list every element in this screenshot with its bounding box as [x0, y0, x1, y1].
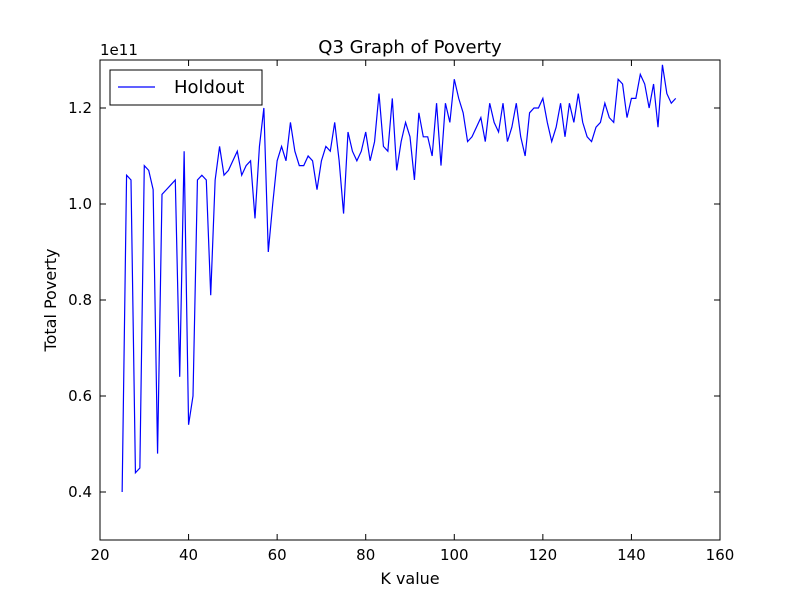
y-tick-label: 0.8: [68, 291, 92, 309]
y-axis: 0.4 0.6 0.8 1.0 1.2: [68, 99, 720, 501]
plot-area: [99, 59, 721, 541]
y-tick-label: 1.0: [68, 195, 92, 213]
x-axis: 20 40 60 80 100 120 140 160: [90, 60, 734, 564]
plot-background: [100, 60, 720, 540]
y-tick-label: 1.2: [68, 99, 92, 117]
x-axis-label: K value: [380, 569, 439, 588]
x-tick-label: 140: [617, 546, 646, 564]
x-tick-label: 20: [90, 546, 109, 564]
x-tick-label: 40: [179, 546, 198, 564]
series-line-holdout: [121, 64, 677, 493]
x-tick-label: 120: [529, 546, 558, 564]
y-tick-label: 0.4: [68, 483, 92, 501]
legend-entry: Holdout: [174, 77, 244, 98]
y-axis-label: Total Poverty: [41, 249, 60, 353]
x-tick-label: 80: [356, 546, 375, 564]
x-tick-label: 100: [440, 546, 469, 564]
y-tick-label: 0.6: [68, 387, 92, 405]
chart-title: Q3 Graph of Poverty: [318, 37, 502, 58]
x-tick-label: 160: [706, 546, 735, 564]
y-axis-offset-text: 1e11: [100, 41, 138, 59]
legend: Holdout: [109, 69, 263, 106]
x-tick-label: 60: [268, 546, 287, 564]
